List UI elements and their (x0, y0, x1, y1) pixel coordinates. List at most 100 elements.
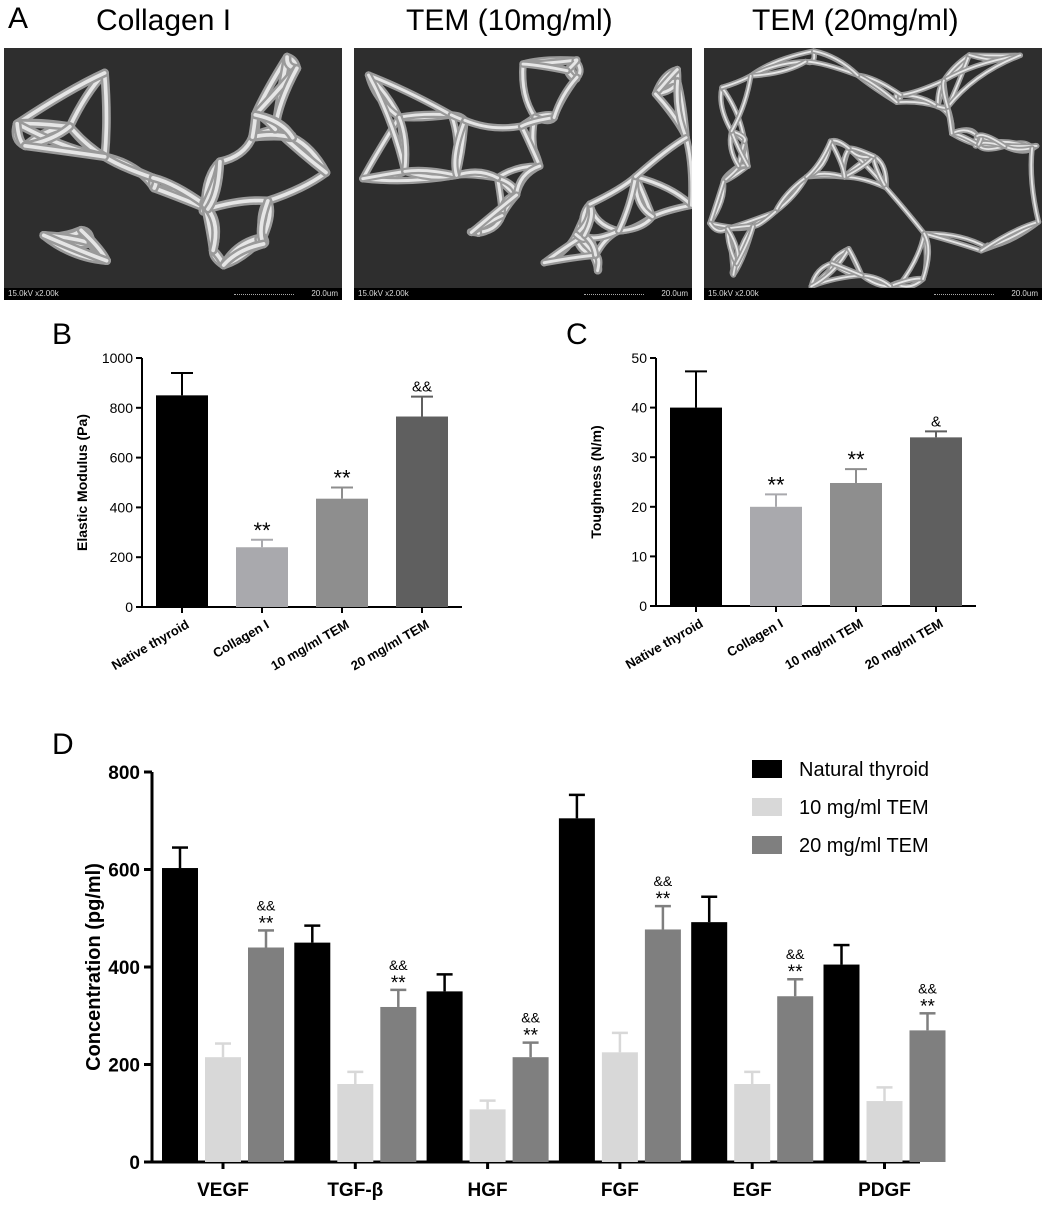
sem-fiber (735, 225, 755, 265)
sem-fiber (684, 136, 692, 207)
bar (205, 1057, 241, 1162)
legend-swatch (752, 836, 782, 854)
significance-label: ** (523, 1026, 538, 1047)
significance-label: ** (333, 465, 351, 490)
y-tick-label: 200 (108, 1056, 140, 1077)
sem-fiber (521, 62, 569, 73)
sem-fiber (922, 232, 930, 280)
sem-fiber (942, 79, 949, 109)
sem-fiber (253, 112, 295, 140)
significance-label: ** (767, 472, 785, 497)
sem-fiber (1030, 147, 1040, 223)
sem-fiber (367, 73, 453, 117)
scale-ticks (234, 290, 294, 295)
significance-label: ** (847, 447, 865, 472)
y-tick-label: 800 (108, 763, 140, 784)
x-tick-label: HGF (468, 1180, 508, 1201)
y-tick-label: 50 (631, 350, 647, 366)
sem-title-tem20: TEM (20mg/ml) (752, 4, 959, 37)
significance-label: ** (259, 913, 274, 934)
x-tick-label: 10 mg/ml TEM (268, 617, 351, 674)
sem-fiber (453, 118, 467, 177)
significance-label: && (521, 1010, 540, 1026)
sem-texture (4, 48, 342, 288)
bar (294, 942, 331, 1162)
sem-fiber (856, 74, 898, 104)
sem-fiber (634, 136, 688, 179)
sem-fiber (774, 175, 808, 213)
y-tick-label: 40 (631, 400, 647, 416)
bar (156, 395, 208, 607)
sem-texture (704, 48, 1042, 288)
x-tick-label: 20 mg/ml TEM (862, 616, 945, 673)
x-tick-label: VEGF (197, 1180, 249, 1201)
bar (558, 818, 595, 1162)
y-tick-label: 30 (631, 449, 647, 465)
sem-image-tem10: 15.0kV x2.00k 20.0um (354, 48, 692, 300)
sem-fiber (980, 220, 1040, 252)
sem-info-bar: 15.0kV x2.00k 20.0um (354, 288, 692, 300)
sem-fiber (469, 193, 518, 234)
sem-fiber (634, 175, 692, 207)
x-tick-label: PDGF (858, 1180, 911, 1201)
sem-fiber (206, 159, 222, 211)
bar (830, 482, 882, 606)
y-tick-label: 0 (639, 598, 647, 614)
sem-fiber (829, 140, 846, 178)
bar (512, 1057, 549, 1162)
bar (644, 929, 681, 1162)
sem-fiber (102, 71, 109, 159)
y-axis-label: Toughness (N/m) (588, 425, 604, 538)
y-tick-label: 400 (110, 499, 134, 515)
sem-info-right: 20.0um (661, 289, 688, 298)
bar (910, 437, 962, 606)
bar (670, 407, 722, 606)
significance-label: & (931, 413, 941, 430)
legend-label: 20 mg/ml TEM (799, 835, 929, 857)
bar (691, 922, 728, 1162)
sem-fiber (708, 180, 725, 225)
significance-label: ** (391, 973, 406, 994)
sem-fiber (221, 242, 266, 267)
significance-label: ** (920, 996, 935, 1017)
significance-label: && (257, 897, 276, 913)
sem-info-left: 15.0kV x2.00k (8, 289, 59, 298)
bar (734, 1084, 771, 1162)
sem-fiber (923, 232, 983, 252)
bar (909, 1030, 946, 1162)
sem-fiber (23, 143, 107, 159)
bar (337, 1084, 374, 1162)
sem-image-collagen: 15.0kV x2.00k 20.0um (4, 48, 342, 300)
x-tick-label: Native thyroid (109, 617, 192, 673)
y-axis-label: Concentration (pg/ml) (83, 863, 105, 1071)
y-tick-label: 10 (631, 548, 647, 564)
significance-label: && (412, 379, 432, 396)
legend-label: 10 mg/ml TEM (799, 797, 929, 819)
bar (396, 416, 448, 607)
panel-a-letter: A (8, 2, 29, 35)
x-tick-label: 10 mg/ml TEM (782, 616, 865, 673)
x-tick-label: Collagen I (210, 617, 271, 661)
sem-fiber (41, 233, 109, 263)
bar (380, 1006, 417, 1162)
y-tick-label: 0 (129, 1153, 140, 1174)
bar (777, 996, 814, 1162)
sem-title-tem10: TEM (10mg/ml) (406, 4, 613, 37)
bar (162, 868, 198, 1162)
x-tick-label: Native thyroid (623, 616, 706, 672)
significance-label: ** (656, 889, 671, 910)
sem-fiber (946, 54, 1022, 109)
legend-swatch (752, 798, 782, 816)
significance-label: && (389, 957, 408, 973)
legend-label: Natural thyroid (799, 759, 929, 781)
chart-elastic-modulus: 0 200 400 600 800 1000 Elastic Modulus (Pa) Nat… (74, 350, 462, 673)
sem-info-bar: 15.0kV x2.00k 20.0um (704, 288, 1042, 300)
sem-fiber (812, 50, 859, 77)
sem-fiber (810, 247, 850, 288)
chart-toughness: 0 10 20 30 40 50 Toughness (N/m) Native thyroid… (588, 350, 976, 672)
sem-fiber (860, 274, 892, 287)
sem-fiber (805, 140, 832, 178)
panel-d-letter: D (52, 728, 74, 761)
